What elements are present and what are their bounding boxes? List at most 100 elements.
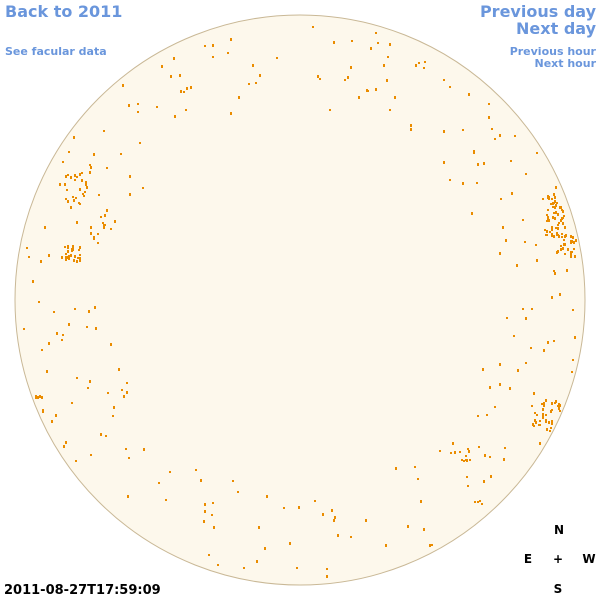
facula	[522, 219, 524, 221]
facula	[545, 419, 547, 421]
next-day-link[interactable]: Next day	[516, 19, 596, 38]
facula	[570, 253, 572, 256]
facula	[534, 419, 536, 422]
facula	[334, 516, 336, 519]
compass-east: E	[523, 552, 533, 566]
facula	[42, 409, 44, 412]
facula	[90, 232, 92, 235]
facula	[347, 76, 349, 79]
facula	[26, 247, 28, 249]
facula	[562, 217, 564, 219]
facula	[333, 519, 335, 522]
facula	[190, 86, 192, 89]
facula	[558, 222, 560, 224]
facula	[547, 195, 549, 197]
facula	[530, 347, 532, 349]
facula	[562, 210, 564, 213]
facula	[139, 142, 141, 144]
facula	[170, 75, 172, 78]
facula	[200, 479, 202, 482]
facula	[93, 236, 95, 238]
facula	[61, 256, 63, 259]
facula	[237, 491, 239, 493]
facula	[72, 245, 74, 248]
facula	[208, 554, 210, 556]
facula	[459, 451, 461, 453]
facula	[79, 188, 81, 191]
facula	[503, 458, 505, 461]
facula	[562, 247, 564, 250]
facula	[463, 460, 465, 462]
facula	[72, 196, 74, 198]
facula	[179, 74, 181, 77]
back-link[interactable]: Back to 2011	[5, 2, 123, 21]
facula	[551, 420, 553, 423]
facula	[559, 293, 561, 296]
facula	[113, 406, 115, 409]
facula	[87, 387, 89, 389]
facula	[28, 256, 30, 258]
facula	[553, 235, 555, 238]
facula	[227, 52, 229, 54]
facula	[75, 460, 77, 462]
faculae	[23, 26, 577, 578]
facula	[536, 259, 538, 262]
facula	[104, 224, 106, 226]
previous-hour-link[interactable]: Previous hour	[509, 45, 596, 58]
facula	[51, 420, 53, 423]
facula	[183, 91, 185, 93]
facula	[366, 89, 368, 92]
facula	[312, 26, 314, 28]
facula	[53, 311, 55, 313]
facula	[556, 202, 558, 204]
facula	[410, 124, 412, 127]
facula	[110, 343, 112, 346]
facula	[264, 547, 266, 550]
facula	[248, 83, 250, 85]
facula	[64, 246, 66, 248]
facula	[549, 430, 551, 432]
facula	[550, 203, 552, 205]
facula	[375, 88, 377, 91]
facula	[561, 209, 563, 211]
facula	[547, 209, 549, 211]
facula	[560, 219, 562, 222]
facula	[97, 233, 99, 235]
facula	[546, 428, 548, 431]
facula	[93, 238, 95, 240]
facula	[65, 198, 67, 200]
facula	[548, 421, 550, 424]
facula	[553, 212, 555, 214]
facula	[557, 250, 559, 253]
facula	[483, 162, 485, 165]
facula	[545, 399, 547, 402]
facula	[570, 235, 572, 238]
facula	[544, 229, 546, 231]
facula	[473, 150, 475, 153]
facula	[212, 44, 214, 47]
facula	[490, 475, 492, 478]
facula	[557, 213, 559, 216]
facula	[559, 404, 561, 407]
facula	[531, 405, 533, 407]
facula	[83, 195, 85, 197]
facula	[67, 174, 69, 176]
facular-link[interactable]: See facular data	[5, 45, 107, 58]
facula	[90, 226, 92, 229]
facula	[112, 415, 114, 417]
facula	[68, 323, 70, 326]
facula	[443, 130, 445, 133]
facula	[337, 534, 339, 537]
facula	[466, 459, 468, 462]
facula	[123, 395, 125, 398]
facula	[542, 198, 544, 200]
facula	[114, 220, 116, 223]
facula	[524, 241, 526, 243]
facula	[555, 186, 557, 189]
facula	[539, 420, 541, 422]
facula	[319, 78, 321, 80]
facula	[203, 520, 205, 523]
facula	[500, 198, 502, 200]
next-hour-link[interactable]: Next hour	[534, 57, 597, 70]
previous-day-link[interactable]: Previous day	[479, 2, 596, 21]
